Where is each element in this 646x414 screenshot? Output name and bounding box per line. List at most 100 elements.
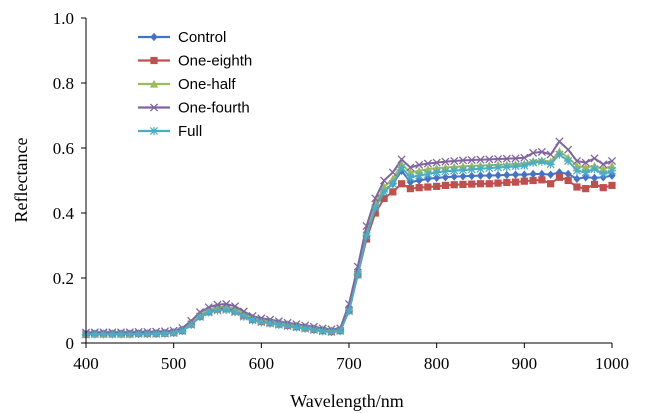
data-point — [441, 173, 450, 182]
data-point — [502, 162, 511, 171]
data-point — [230, 302, 240, 311]
data-point — [178, 326, 187, 336]
legend-item: One-fourth — [138, 100, 250, 117]
data-point — [433, 182, 441, 190]
legend-marker — [149, 126, 159, 136]
series-one-fourth — [81, 137, 617, 337]
data-point — [590, 173, 599, 183]
data-point — [607, 166, 617, 175]
data-point — [99, 330, 108, 339]
legend-label: Full — [178, 123, 202, 140]
data-point — [248, 316, 257, 325]
legend-item: One-half — [138, 76, 236, 93]
data-point — [538, 169, 546, 179]
data-point — [468, 171, 476, 181]
data-point — [318, 327, 327, 336]
data-point — [546, 150, 555, 159]
data-point — [493, 163, 503, 172]
data-point — [608, 171, 616, 180]
y-tick-label: 0.8 — [53, 74, 74, 93]
data-point — [108, 330, 117, 339]
data-point — [459, 172, 467, 181]
data-point — [397, 155, 406, 164]
data-point — [564, 145, 573, 154]
data-point — [581, 158, 590, 167]
data-point — [458, 156, 468, 165]
y-axis-label: Reflectance — [11, 138, 31, 223]
data-point — [195, 312, 205, 322]
data-point — [134, 329, 143, 338]
y-tick-label: 0.2 — [53, 269, 74, 288]
data-point — [257, 318, 266, 327]
data-point — [327, 327, 336, 337]
data-point — [450, 172, 458, 181]
data-point — [476, 180, 485, 188]
data-point — [415, 160, 424, 169]
data-point — [546, 160, 555, 169]
data-point — [503, 170, 511, 180]
data-point — [116, 330, 126, 339]
data-point — [406, 163, 415, 172]
data-point — [415, 171, 424, 180]
x-tick-label: 900 — [512, 354, 538, 373]
data-point — [125, 330, 134, 339]
data-point — [222, 305, 231, 314]
data-point — [564, 169, 572, 179]
data-point — [555, 137, 564, 146]
data-point — [388, 168, 397, 177]
data-point — [572, 156, 581, 166]
x-tick-label: 800 — [424, 354, 450, 373]
legend-item: Full — [138, 123, 202, 140]
data-point — [503, 178, 511, 187]
legend-label: One-fourth — [178, 100, 250, 117]
data-point — [379, 187, 389, 196]
data-point — [213, 306, 222, 315]
axes: 400 500 600 700 800 900 1000 0 0.2 0.4 0.6 0.8 1.0 — [53, 9, 629, 373]
legend: Control One-eighth One-half One-fourth Full — [138, 29, 252, 140]
data-point — [607, 156, 617, 166]
legend-label: Control — [178, 29, 226, 46]
legend-item: Control — [138, 29, 226, 46]
data-point — [537, 157, 546, 166]
data-point — [292, 323, 301, 332]
data-point — [494, 171, 502, 180]
data-point — [555, 173, 563, 181]
data-point — [406, 177, 414, 187]
data-point — [467, 165, 476, 174]
x-tick-label: 400 — [73, 354, 99, 373]
data-point — [547, 180, 555, 188]
data-point — [511, 178, 520, 186]
y-tick-label: 1.0 — [53, 9, 74, 28]
data-point — [529, 169, 537, 179]
legend-label: One-half — [178, 76, 236, 93]
data-point — [152, 329, 161, 338]
x-tick-label: 500 — [161, 354, 187, 373]
data-point — [555, 168, 563, 177]
data-point — [607, 161, 617, 170]
data-point — [160, 329, 169, 338]
data-point — [529, 176, 537, 185]
data-point — [423, 169, 432, 179]
data-point — [476, 171, 485, 180]
data-point — [485, 171, 493, 180]
data-point — [582, 185, 590, 193]
data-point — [572, 166, 582, 175]
data-point — [511, 154, 520, 163]
data-point — [432, 158, 441, 167]
data-point — [187, 320, 196, 329]
data-point — [371, 204, 380, 213]
legend-label: One-eighth — [178, 53, 252, 70]
data-point — [590, 154, 599, 163]
data-point — [493, 154, 503, 164]
data-point — [564, 156, 573, 166]
data-point — [204, 308, 213, 317]
data-point — [485, 155, 494, 164]
data-point — [450, 181, 458, 189]
data-point — [266, 319, 275, 328]
x-tick-label: 700 — [336, 354, 362, 373]
data-point — [537, 147, 546, 156]
data-point — [511, 162, 520, 171]
data-point — [441, 167, 450, 176]
data-point — [388, 179, 397, 188]
